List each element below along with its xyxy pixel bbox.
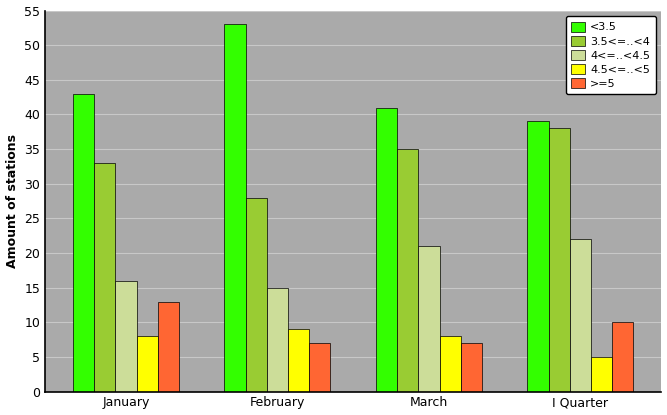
Bar bbox=[158, 302, 179, 392]
Bar bbox=[73, 94, 94, 392]
Bar bbox=[309, 343, 330, 392]
Bar bbox=[225, 24, 245, 392]
Bar bbox=[461, 343, 482, 392]
Bar bbox=[267, 288, 288, 392]
Bar bbox=[528, 122, 548, 392]
Bar bbox=[548, 128, 570, 392]
Bar bbox=[376, 107, 397, 392]
Y-axis label: Amount of stations: Amount of stations bbox=[5, 134, 19, 268]
Bar bbox=[591, 357, 612, 392]
Bar bbox=[115, 281, 137, 392]
Legend: <3.5, 3.5<=..<4, 4<=..<4.5, 4.5<=..<5, >=5: <3.5, 3.5<=..<4, 4<=..<4.5, 4.5<=..<5, >… bbox=[566, 16, 656, 95]
Bar bbox=[418, 246, 440, 392]
Bar bbox=[397, 149, 418, 392]
Bar bbox=[440, 336, 461, 392]
Bar bbox=[612, 322, 634, 392]
Bar bbox=[288, 329, 309, 392]
Bar bbox=[570, 239, 591, 392]
Bar bbox=[137, 336, 158, 392]
Bar bbox=[94, 163, 115, 392]
Bar bbox=[245, 198, 267, 392]
